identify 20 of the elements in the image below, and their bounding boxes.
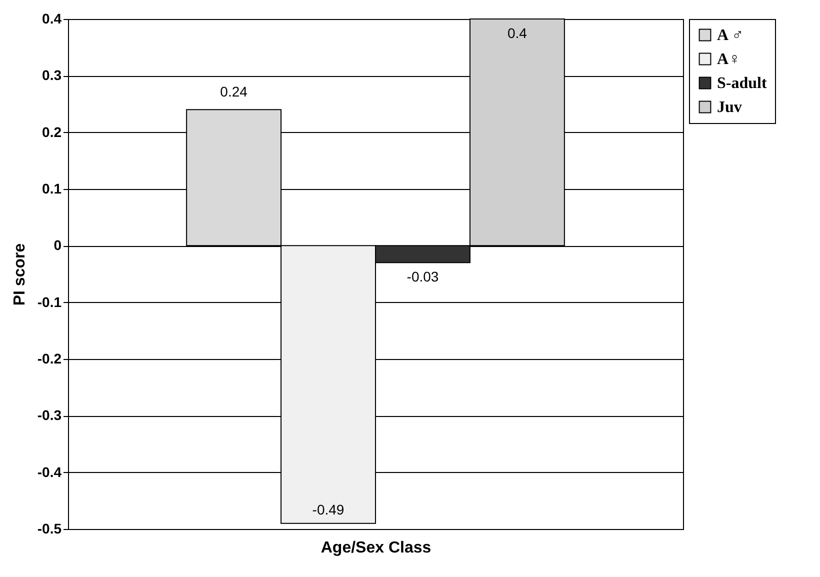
- legend-label: A ♂: [717, 27, 744, 44]
- y-tick-label: 0.2: [42, 124, 62, 140]
- y-tick-label: 0.1: [42, 180, 62, 196]
- legend-label: Juv: [717, 99, 742, 116]
- y-axis-title: PI score: [11, 243, 28, 306]
- y-tick-label: -0.3: [37, 407, 62, 424]
- data-label: 0.4: [507, 25, 528, 41]
- legend-label: A♀: [717, 51, 741, 68]
- y-tick-label: -0.2: [37, 350, 62, 366]
- legend-label: S-adult: [717, 75, 768, 92]
- y-tick-label: 0.3: [42, 67, 62, 84]
- y-tick-label: -0.1: [37, 294, 62, 310]
- y-tick-label: -0.5: [37, 520, 62, 536]
- data-label: -0.49: [312, 501, 344, 518]
- data-label: 0.24: [220, 84, 248, 100]
- y-tick-label: 0: [54, 237, 62, 254]
- y-tick-label: -0.4: [37, 464, 62, 480]
- y-tick-label: 0.4: [42, 10, 62, 26]
- data-label: -0.03: [406, 268, 439, 285]
- x-axis-title: Age/Sex Class: [320, 540, 432, 556]
